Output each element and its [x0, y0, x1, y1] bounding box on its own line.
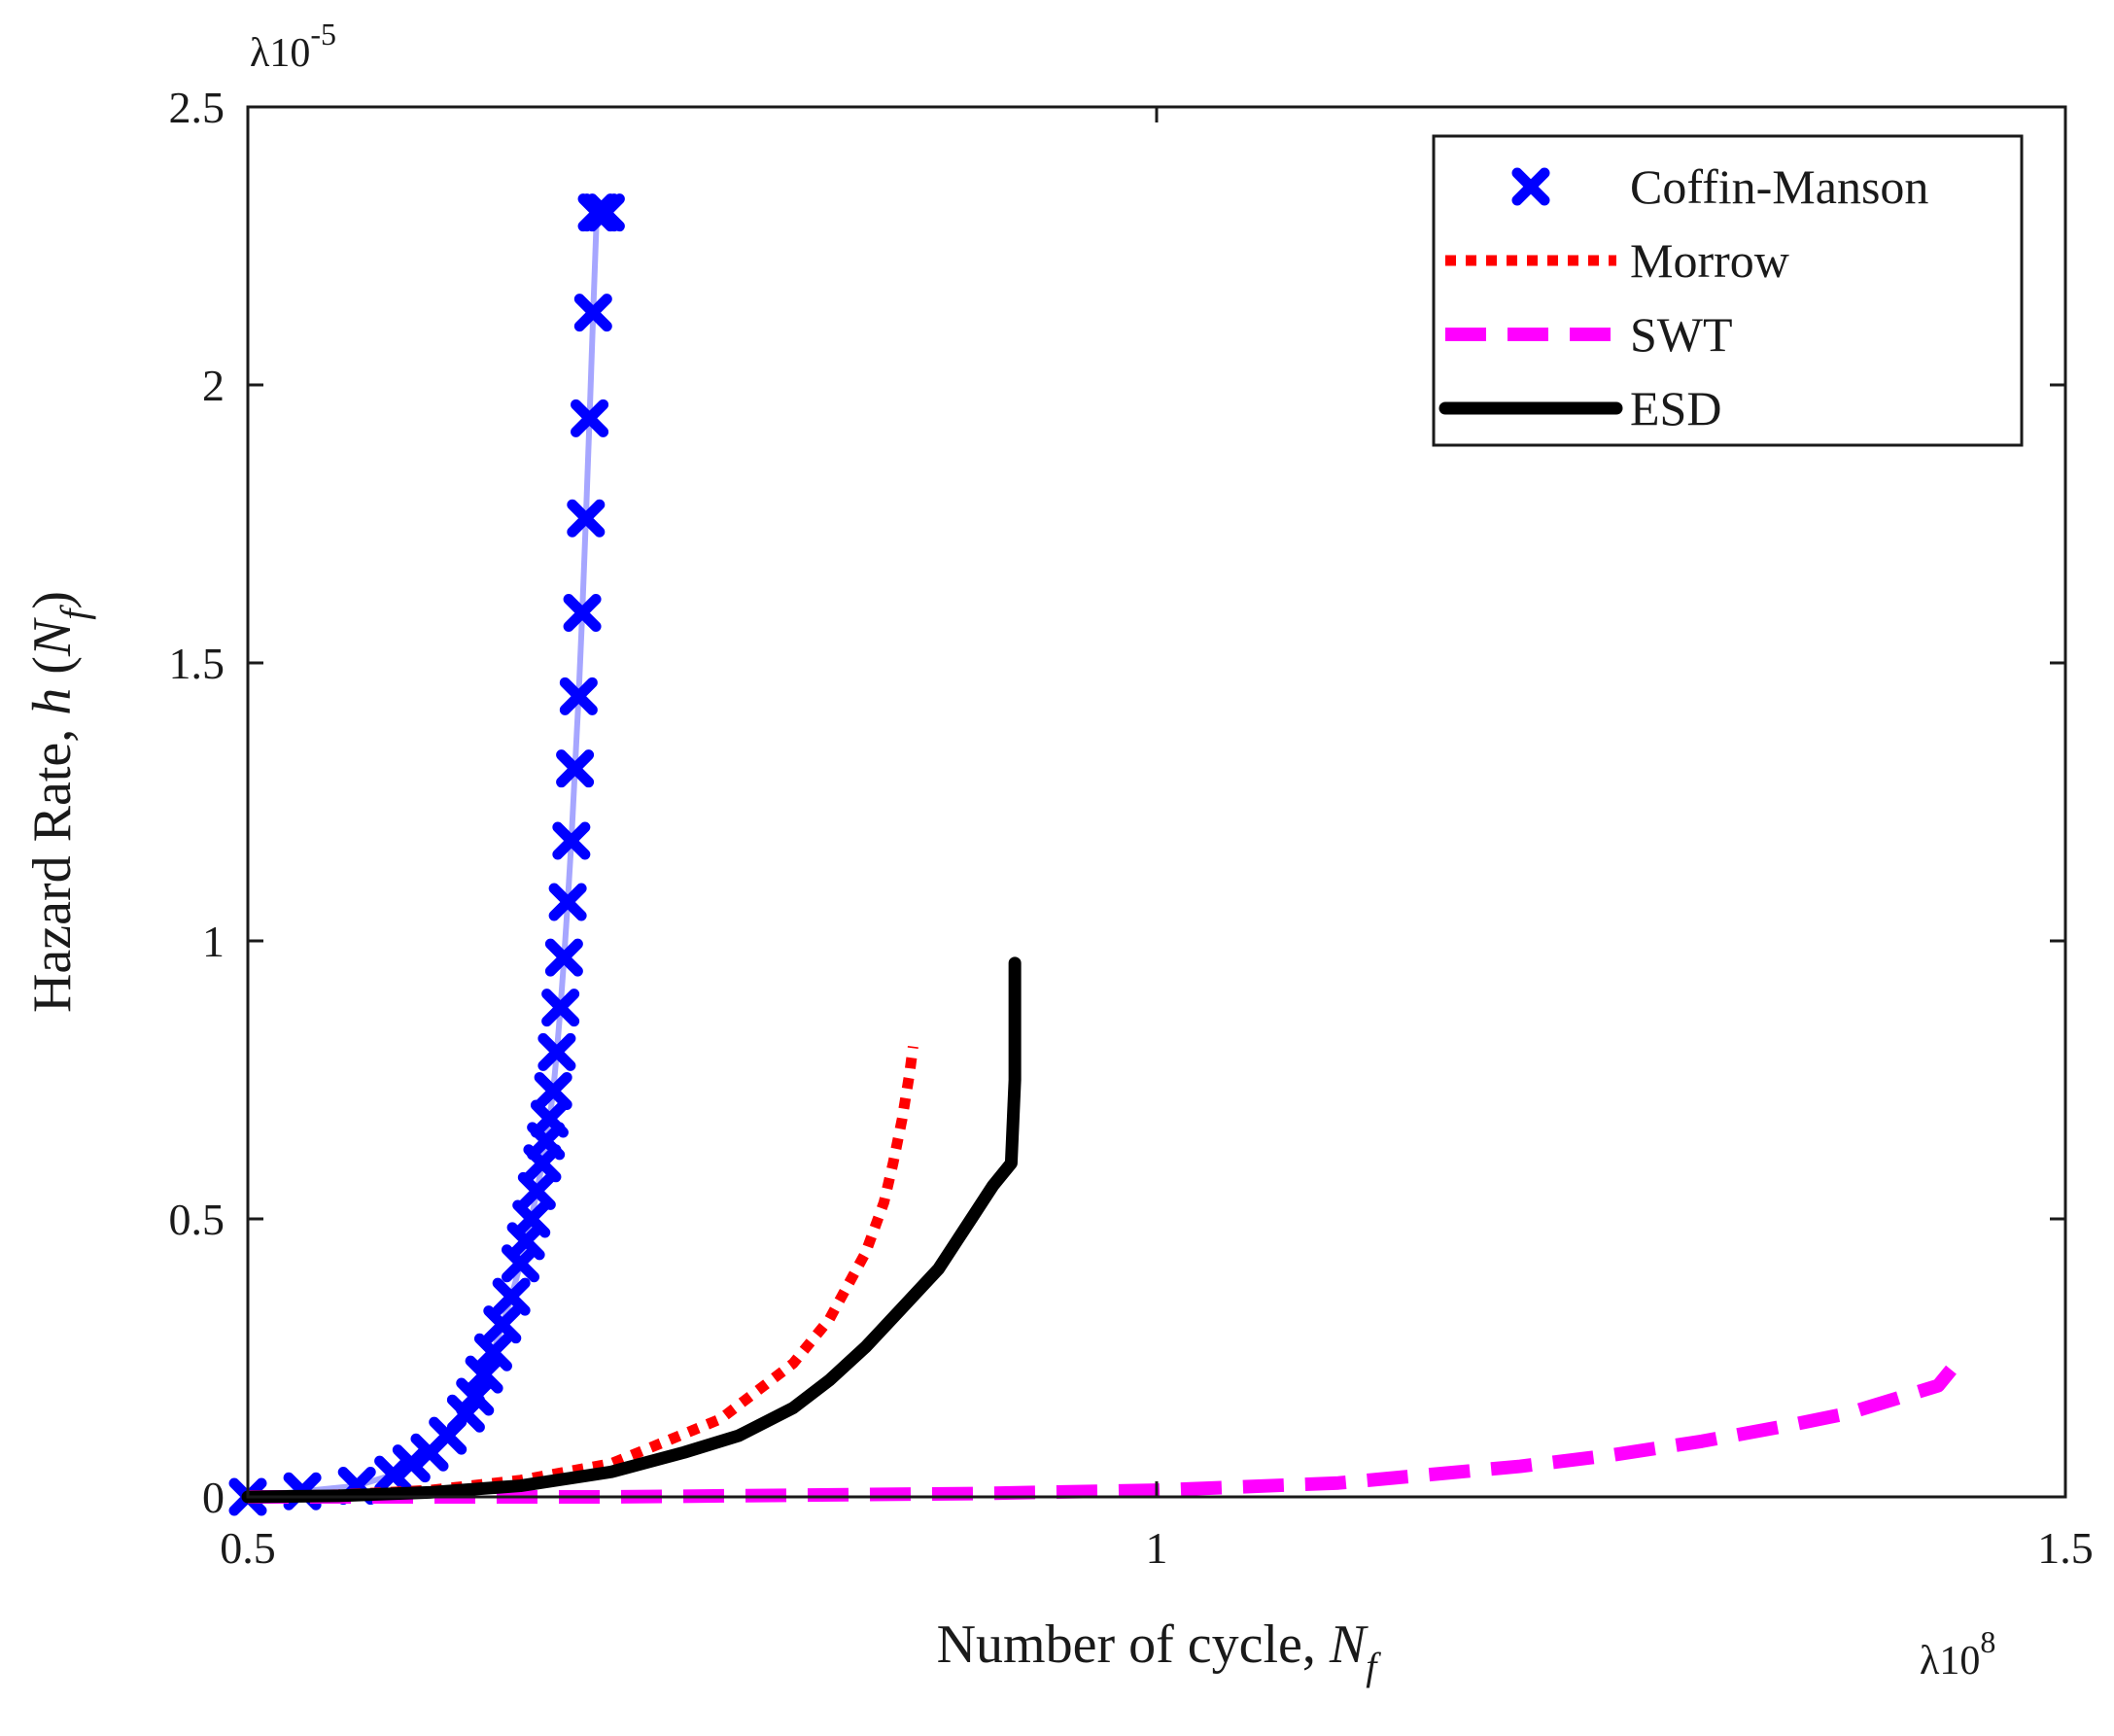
data-point-marker: [473, 1333, 512, 1371]
x-axis-subscript: f: [1366, 1645, 1381, 1688]
data-point-marker: [544, 938, 583, 977]
data-point-marker: [537, 1032, 576, 1071]
plot-area: [228, 193, 1962, 1516]
y-tick-label: 1.5: [169, 639, 225, 688]
y-axis-symbol: h: [22, 688, 83, 715]
y-tick-label: 2.5: [169, 83, 225, 132]
series-trace: [247, 209, 606, 1500]
y-axis-title-text: Hazard Rate,: [22, 715, 83, 1013]
y-axis-paren-open: (: [22, 656, 83, 688]
legend-label-esd: ESD: [1630, 381, 1721, 435]
data-point-marker: [563, 594, 602, 633]
data-point-marker: [567, 499, 606, 538]
x-tick-label: 1.5: [2037, 1523, 2094, 1573]
data-point-marker: [559, 677, 598, 715]
data-point-marker: [573, 294, 612, 332]
data-point-marker: [548, 883, 587, 921]
data-point-marker: [552, 821, 591, 860]
data-point-marker: [586, 193, 625, 232]
legend-label-morrow: Morrow: [1630, 233, 1789, 288]
y-axis-title: Hazard Rate, h (Nf): [22, 591, 96, 1013]
series-line: [241, 956, 1022, 1504]
series-line: [248, 1359, 1962, 1504]
x-multiplier-base: λ10: [1920, 1639, 1980, 1684]
series-morrow: [247, 1045, 918, 1503]
y-axis-arg: N: [22, 617, 83, 657]
x-axis-multiplier: λ108: [1920, 1624, 1995, 1684]
legend-label-swt: SWT: [1630, 307, 1733, 362]
legend: Coffin-Manson Morrow SWT ESD: [1432, 134, 2024, 447]
y-axis-paren-close: ): [22, 591, 83, 609]
series-line: [247, 1045, 918, 1503]
data-point-marker: [541, 989, 580, 1027]
y-tick-label: 0: [202, 1473, 225, 1522]
data-point-marker: [534, 1071, 572, 1110]
x-tick-label: 0.5: [220, 1523, 276, 1573]
legend-swatch-coffin-manson: [1511, 167, 1550, 206]
series-coffin-manson: [228, 193, 625, 1516]
x-axis-title: Number of cycle, Nf: [937, 1614, 1382, 1688]
y-tick-label: 1: [202, 917, 225, 966]
y-tick-label: 2: [202, 361, 225, 410]
series-esd: [241, 956, 1022, 1504]
y-multiplier-exponent: -5: [310, 17, 336, 52]
series-swt: [248, 1359, 1962, 1504]
x-axis-symbol: N: [1329, 1614, 1369, 1675]
data-point-marker: [556, 749, 595, 788]
data-point-marker: [483, 1305, 522, 1344]
y-tick-label: 0.5: [169, 1195, 225, 1244]
y-multiplier-base: λ10: [250, 31, 310, 76]
x-multiplier-exponent: 8: [1980, 1624, 1995, 1659]
x-axis-title-text: Number of cycle,: [937, 1614, 1330, 1675]
data-point-marker: [492, 1277, 531, 1316]
y-axis-multiplier: λ10-5: [250, 17, 336, 76]
data-point-marker: [446, 1394, 485, 1433]
x-tick-label: 1: [1146, 1523, 1168, 1573]
legend-label-coffin-manson: Coffin-Manson: [1630, 159, 1928, 214]
data-point-marker: [571, 399, 609, 437]
